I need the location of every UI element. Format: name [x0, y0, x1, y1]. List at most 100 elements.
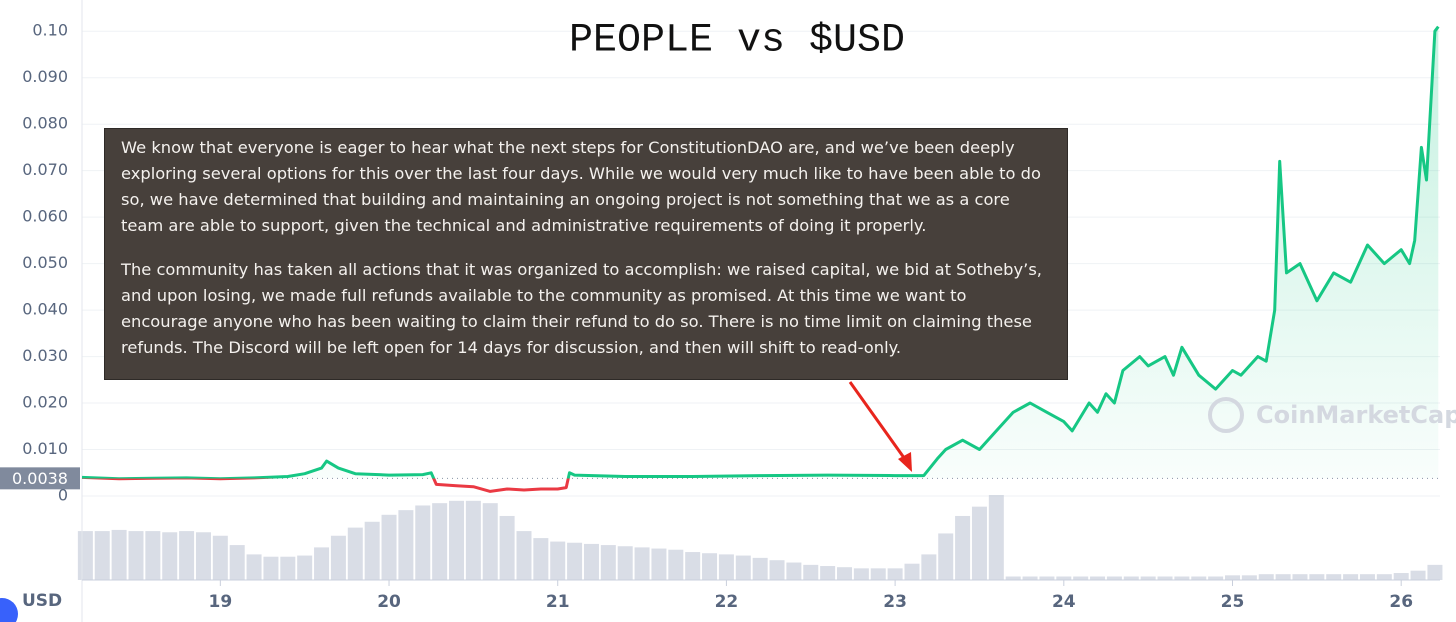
volume-bar: [145, 531, 161, 580]
volume-bar: [668, 549, 684, 580]
volume-bar: [246, 554, 262, 580]
baseline-label: 0.0038: [12, 469, 68, 488]
arrow-head: [898, 452, 912, 472]
x-tick-label: 22: [715, 592, 739, 612]
volume-bar: [837, 567, 853, 580]
volume-bar: [1090, 576, 1106, 580]
y-tick-label: 0.040: [22, 300, 68, 319]
volume-bar: [465, 500, 481, 580]
y-tick-label: 0.030: [22, 346, 68, 365]
volume-bar: [853, 568, 869, 580]
volume-bar: [904, 563, 920, 580]
volume-bar: [786, 562, 802, 580]
volume-bar: [752, 557, 768, 580]
y-tick-label: 0.010: [22, 439, 68, 458]
volume-bar: [870, 568, 886, 580]
volume-bar: [1208, 576, 1224, 580]
volume-bar: [955, 515, 971, 580]
volume-bar: [1376, 574, 1392, 580]
logo-badge: [0, 598, 18, 622]
volume-bar: [449, 500, 465, 580]
volume-bar: [415, 505, 431, 580]
volume-bar: [1073, 576, 1089, 580]
y-tick-label: 0.050: [22, 253, 68, 272]
y-tick-label: 0: [58, 486, 68, 505]
volume-bar: [347, 527, 363, 580]
volume-bar: [314, 547, 330, 580]
y-tick-label: 0.020: [22, 393, 68, 412]
volume-bar: [634, 547, 650, 580]
volume-bar: [1225, 575, 1241, 580]
volume-bar: [803, 564, 819, 580]
volume-bar: [263, 556, 279, 580]
volume-bar: [128, 531, 144, 580]
volume-bar: [280, 556, 296, 580]
volume-bar: [212, 535, 228, 580]
y-tick-label: 0.10: [32, 21, 68, 40]
volume-bar: [735, 555, 751, 580]
volume-bar: [921, 554, 937, 580]
volume-bar: [702, 553, 718, 580]
volume-bar: [229, 545, 245, 580]
volume-bar: [1056, 576, 1072, 580]
volume-bar: [1326, 574, 1342, 580]
volume-bar: [988, 495, 1004, 580]
volume-bar: [297, 555, 313, 580]
volume-bar: [1427, 564, 1443, 580]
volume-bar: [1241, 575, 1257, 580]
volume-bar: [887, 568, 903, 580]
volume-bar: [1359, 574, 1375, 580]
volume-bar: [179, 531, 195, 580]
x-tick-label: 21: [546, 592, 570, 612]
price-area: [82, 26, 1439, 479]
volume-bar: [111, 529, 127, 580]
volume-bar: [1410, 570, 1426, 580]
y-tick-label: 0.070: [22, 160, 68, 179]
volume-bar: [364, 521, 380, 580]
volume-bar: [617, 546, 633, 580]
volume-bar: [583, 543, 599, 580]
volume-bar: [550, 541, 566, 580]
volume-bar: [651, 548, 667, 580]
price-line: [81, 25, 1440, 493]
volume-bar: [1292, 574, 1308, 580]
volume-bar: [1309, 574, 1325, 580]
x-tick-label: 19: [208, 592, 232, 612]
volume-bar: [162, 532, 178, 580]
volume-bar: [1005, 576, 1021, 580]
annotation-paragraph: We know that everyone is eager to hear w…: [121, 138, 1041, 235]
x-tick-label: 23: [883, 592, 907, 612]
baseline-label-bg: [0, 467, 80, 490]
volume-bar: [94, 531, 110, 580]
volume-bar: [533, 538, 549, 580]
volume-bar: [1275, 574, 1291, 580]
volume-bar: [718, 554, 734, 580]
arrow: [848, 381, 909, 463]
watermark-icon: [1208, 397, 1244, 433]
watermark: CoinMarketCap: [1256, 401, 1456, 429]
volume-bar: [482, 503, 498, 580]
volume-bar: [685, 552, 701, 580]
currency-label: USD: [22, 591, 62, 611]
volume-bar: [330, 535, 346, 580]
volume-bar: [1343, 574, 1359, 580]
volume-bar: [1106, 576, 1122, 580]
volume-bar: [516, 531, 532, 580]
volume-bar: [1258, 574, 1274, 580]
volume-bar: [820, 566, 836, 580]
x-tick-label: 20: [377, 592, 401, 612]
volume-bar: [600, 545, 616, 580]
volume-bar: [195, 532, 211, 580]
volume-bar: [499, 515, 515, 580]
volume-bar: [1022, 576, 1038, 580]
volume-bar: [398, 510, 414, 580]
volume-bar: [1123, 576, 1139, 580]
volume-bar: [1140, 576, 1156, 580]
volume-bar: [769, 560, 785, 580]
volume-bar: [1191, 576, 1207, 580]
volume-bar: [1157, 576, 1173, 580]
y-tick-label: 0.060: [22, 207, 68, 226]
volume-bar: [1174, 576, 1190, 580]
annotation-paragraph: The community has taken all actions that…: [121, 260, 1042, 357]
